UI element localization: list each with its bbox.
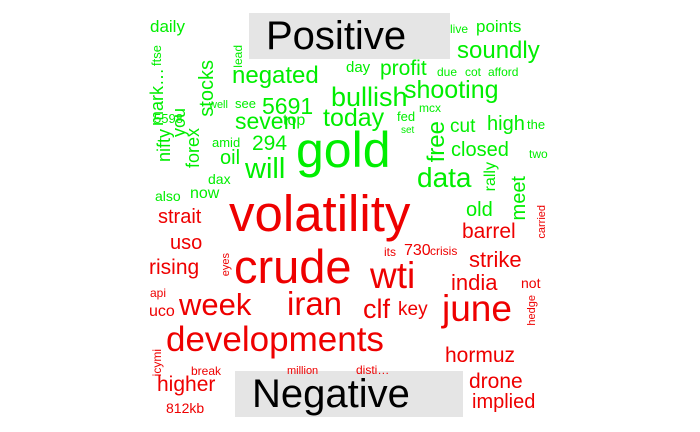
positive-word: gold [296, 122, 391, 178]
negative-word: india [451, 270, 498, 295]
negative-word: rising [149, 256, 200, 279]
positive-word: soundly [457, 37, 540, 64]
positive-word: the [527, 117, 546, 132]
positive-word: profit [380, 57, 427, 80]
positive-header: Positive [266, 14, 407, 58]
negative-word: not [521, 275, 541, 291]
negative-word: api [150, 286, 167, 300]
positive-word: oil [220, 147, 241, 169]
positive-word: fed [397, 109, 416, 124]
positive-word: set [401, 125, 415, 136]
positive-word: see [235, 96, 256, 111]
positive-word: ftse [149, 45, 164, 66]
negative-word: june [442, 288, 512, 329]
positive-word: cut [450, 116, 476, 137]
negative-word: strait [158, 206, 202, 228]
positive-word: data [417, 162, 472, 193]
positive-word: free [423, 121, 450, 163]
positive-word: daily [150, 17, 185, 36]
negative-word: hormuz [445, 344, 516, 367]
positive-word: amid [212, 135, 241, 150]
positive-header-box [249, 13, 450, 59]
negative-word: eyes [220, 253, 232, 277]
positive-word: nifty [154, 129, 174, 163]
negative-word: 812kb [166, 400, 205, 416]
negative-word: uco [149, 303, 175, 320]
positive-word: shooting [404, 76, 499, 104]
positive-word: cot [465, 65, 482, 79]
negative-word: crisis [430, 244, 458, 258]
negative-word: wti [370, 255, 416, 296]
negative-word: hedge [526, 295, 538, 326]
positive-word: meet [508, 176, 530, 221]
positive-word: forex [183, 128, 203, 169]
positive-word: day [346, 59, 371, 76]
negative-word: implied [472, 391, 536, 413]
positive-word: 5598 [154, 111, 183, 126]
negative-word: break [191, 364, 222, 378]
negative-word: clf [363, 294, 390, 324]
negative-header: Negative [252, 372, 410, 416]
positive-word: afford [488, 65, 519, 79]
negative-header-box [235, 371, 463, 417]
positive-word: rally [482, 162, 499, 192]
positive-word: dax [208, 171, 231, 187]
positive-word: high [487, 113, 525, 135]
negative-word: disti… [356, 363, 390, 377]
positive-word: bullish [331, 82, 408, 112]
negative-word: strike [469, 247, 522, 272]
negative-word: 730 [404, 242, 431, 259]
positive-word: two [529, 147, 548, 161]
negative-word: its [384, 245, 396, 259]
positive-word: mcx [419, 101, 441, 115]
negative-word: developments [166, 320, 384, 359]
negative-word: iran [287, 285, 343, 322]
negative-word: crude [234, 240, 352, 293]
negative-word: uso [170, 232, 203, 254]
positive-word: 294 [252, 132, 288, 155]
negative-word: million [287, 365, 319, 377]
positive-word: due [437, 65, 458, 79]
positive-word: will [245, 153, 286, 185]
positive-word: 5691 [262, 93, 314, 119]
positive-word: seven [235, 108, 297, 134]
positive-word: now [190, 185, 220, 202]
negative-word: week [179, 287, 252, 322]
negative-word: volatility [229, 185, 411, 242]
positive-word: old [466, 199, 493, 221]
negative-word: higher [157, 373, 216, 396]
negative-word: carried [536, 205, 548, 239]
negative-word: drone [469, 370, 523, 393]
negative-word: barrel [462, 220, 516, 243]
positive-word: negated [232, 62, 319, 89]
positive-word: top [283, 112, 306, 129]
positive-word: closed [451, 139, 509, 161]
positive-word: points [476, 17, 522, 36]
negative-word: key [398, 299, 428, 320]
positive-word: today [323, 104, 385, 132]
positive-word: also [155, 188, 181, 204]
positive-word: live [450, 22, 469, 36]
positive-word: well [209, 99, 228, 111]
